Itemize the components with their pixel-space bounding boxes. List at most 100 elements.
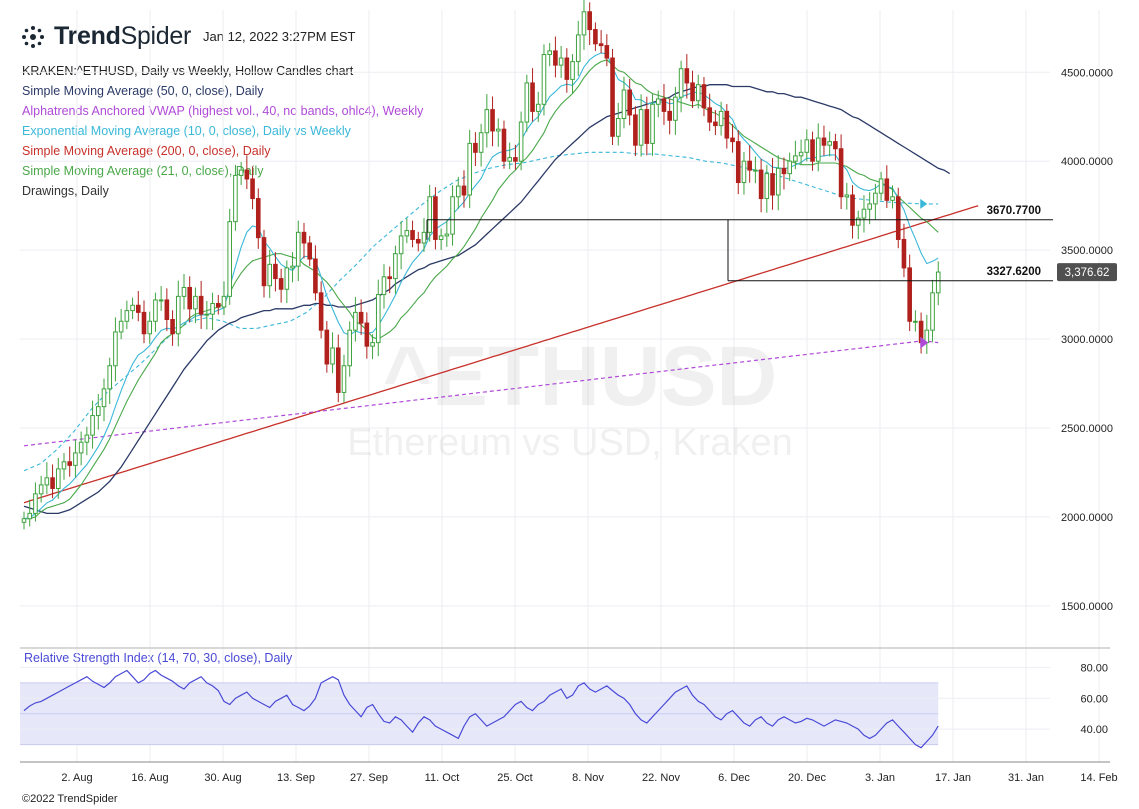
candle-body (570, 61, 575, 80)
candle-body (638, 109, 644, 146)
date-tick-label: 17. Jan (935, 772, 971, 784)
candle-body (615, 118, 621, 137)
candle-body (764, 173, 770, 200)
legend-item-sma21[interactable]: Simple Moving Average (21, 0, close), Da… (22, 164, 264, 178)
candle-body (410, 230, 415, 240)
candle-body (547, 50, 552, 55)
candle-body (861, 208, 867, 219)
candle-body (141, 311, 147, 335)
candle-body (313, 258, 318, 294)
candle-body (855, 217, 861, 226)
legend-item-drawings[interactable]: Drawings, Daily (22, 184, 109, 198)
date-tick-label: 3. Jan (865, 772, 895, 784)
watermark-name: Ethereum vs USD, Kraken (347, 422, 793, 464)
rsi-tick-label: 80.00 (1080, 662, 1108, 674)
candles (21, 0, 941, 530)
candle-body (890, 196, 895, 201)
candle-body (221, 295, 227, 308)
candle-body (495, 128, 501, 132)
candle-body (415, 238, 421, 244)
grid-lines (20, 10, 1100, 762)
candle-body (650, 103, 655, 144)
candle-body (884, 178, 890, 201)
candle-body (541, 53, 547, 105)
candle-body (844, 194, 850, 198)
candle-body (421, 231, 427, 244)
candle-body (44, 477, 50, 486)
spider-logo-icon (22, 25, 44, 48)
candle-body (913, 320, 918, 323)
candle-body (38, 484, 44, 495)
candle-body (398, 235, 404, 255)
candle-body (335, 347, 341, 393)
candle-body (935, 271, 941, 294)
candle-body (850, 194, 855, 226)
candle-body (290, 265, 295, 269)
candle-body (370, 342, 375, 347)
candle-body (444, 233, 450, 237)
candle-body (930, 292, 935, 331)
date-tick-label: 16. Aug (131, 772, 168, 784)
legend-item-ema10[interactable]: Exponential Moving Average (10, 0, close… (22, 124, 351, 138)
candle-body (341, 365, 347, 393)
candle-body (261, 237, 267, 287)
candle-body (575, 34, 581, 63)
candle-body (770, 173, 775, 196)
candle-body (610, 57, 615, 137)
candle-body (78, 441, 84, 454)
level-lines: 3670.7700 3327.6200 3,376.62 (426, 198, 1117, 349)
rsi-label[interactable]: Relative Strength Index (14, 70, 30, clo… (24, 651, 293, 665)
candle-body (215, 302, 221, 308)
candle-body (827, 141, 832, 146)
date-tick-label: 27. Sep (350, 772, 388, 784)
candle-body (295, 231, 301, 267)
candle-body (284, 267, 290, 290)
candle-body (158, 299, 164, 302)
candle-body (621, 89, 627, 120)
candle-body (67, 461, 73, 466)
candle-body (113, 331, 118, 367)
candle-body (181, 286, 187, 297)
candle-body (95, 406, 101, 417)
candle-body (587, 11, 592, 31)
candle-body (101, 388, 107, 408)
candle-body (907, 267, 912, 322)
rsi-panel: 80.00 60.00 40.00 (20, 662, 1108, 749)
candle-body (33, 493, 38, 514)
candle-body (307, 242, 312, 260)
candle-body (467, 142, 472, 196)
candle-body (747, 160, 752, 171)
candle-body (775, 167, 781, 196)
ema-weekly-line (23, 151, 939, 472)
candle-body (798, 151, 804, 157)
price-axis: 4500.0000 4000.0000 3500.0000 3000.0000 2500… (20, 67, 1113, 649)
candle-body (564, 57, 570, 80)
candle-body (433, 196, 438, 240)
chart-timestamp: Jan 12, 2022 3:27PM EST (203, 29, 356, 44)
date-tick-label: 25. Oct (497, 772, 532, 784)
legend-item-chart[interactable]: KRAKEN:^ETHUSD, Daily vs Weekly, Hollow … (22, 64, 354, 78)
candle-body (833, 141, 838, 150)
candle-body (358, 311, 364, 324)
candle-body (438, 235, 444, 240)
legend-item-sma50[interactable]: Simple Moving Average (50, 0, close), Da… (22, 84, 264, 98)
legend-item-sma200[interactable]: Simple Moving Average (200, 0, close), D… (22, 144, 271, 158)
candle-body (667, 110, 672, 121)
price-tick-label: 3000.0000 (1061, 334, 1113, 346)
candle-body (558, 57, 564, 66)
date-tick-label: 11. Oct (425, 772, 460, 784)
candle-body (484, 109, 490, 134)
candle-body (741, 160, 747, 184)
last-price-tag (1057, 263, 1117, 282)
candle-body (84, 434, 90, 443)
candle-body (461, 185, 467, 196)
candle-body (375, 294, 381, 344)
candle-body (581, 11, 587, 36)
sma200-line (23, 205, 979, 504)
candle-body (393, 253, 398, 280)
candle-body (501, 128, 507, 162)
candle-body (124, 310, 130, 322)
brand-name: TrendSpider (54, 22, 192, 50)
candle-body (478, 132, 484, 153)
